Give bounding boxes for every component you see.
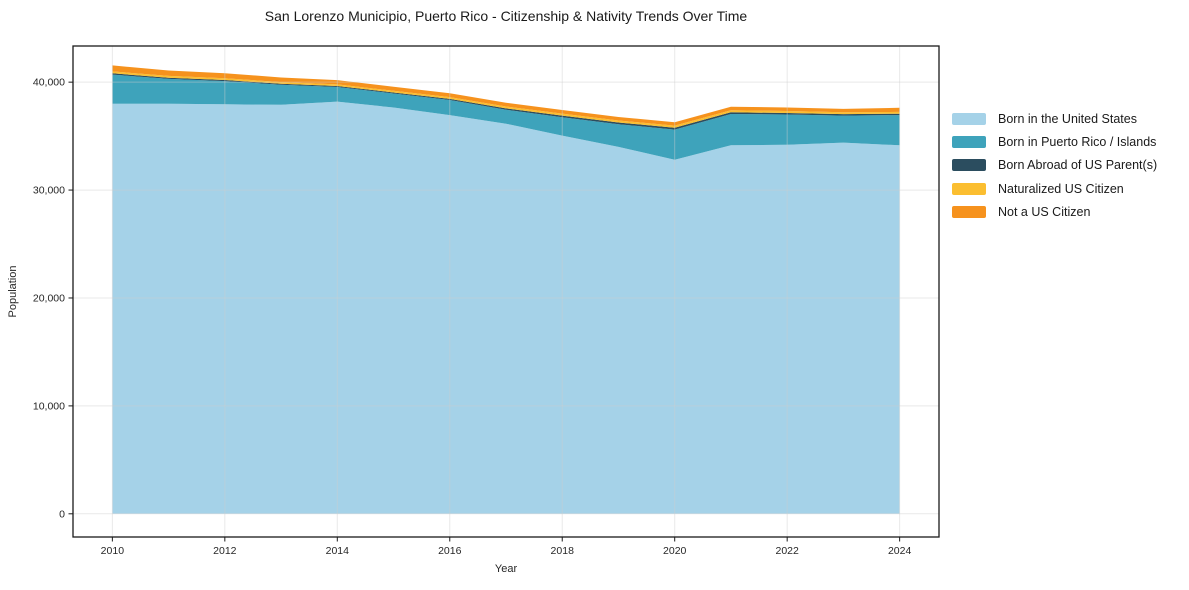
plot-border	[72, 45, 940, 538]
x-tick-label: 2022	[775, 545, 799, 557]
x-tick-label: 2014	[326, 545, 350, 557]
x-tick-label: 2016	[438, 545, 462, 557]
legend-label: Naturalized US Citizen	[998, 181, 1124, 196]
chart-title: San Lorenzo Municipio, Puerto Rico - Cit…	[264, 8, 748, 24]
legend-item-4: Not a US Citizen	[952, 201, 1157, 224]
y-tick-label: 40,000	[33, 77, 65, 89]
x-tick-label: 2020	[663, 545, 687, 557]
legend: Born in the United States Born in Puerto …	[952, 107, 1157, 224]
legend-swatch-icon	[952, 112, 986, 125]
area-band-4	[112, 65, 900, 126]
legend-label: Born in Puerto Rico / Islands	[998, 135, 1157, 150]
x-tick-label: 2018	[551, 545, 575, 557]
legend-item-2: Born Abroad of US Parent(s)	[952, 154, 1157, 177]
y-tick-label: 30,000	[33, 185, 65, 197]
x-axis-label: Year	[495, 563, 518, 575]
x-tick-label: 2012	[213, 545, 237, 557]
x-tick-label: 2024	[888, 545, 912, 557]
legend-label: Born in the United States	[998, 111, 1137, 126]
legend-swatch-icon	[952, 159, 986, 172]
y-tick-label: 0	[59, 508, 65, 520]
area-band-0	[112, 101, 900, 514]
x-tick-label: 2010	[101, 545, 125, 557]
legend-label: Not a US Citizen	[998, 205, 1091, 220]
legend-item-1: Born in Puerto Rico / Islands	[952, 130, 1157, 153]
area-band-2	[112, 73, 900, 130]
legend-swatch-icon	[952, 182, 986, 195]
legend-label: Born Abroad of US Parent(s)	[998, 158, 1158, 173]
legend-item-3: Naturalized US Citizen	[952, 177, 1157, 200]
y-tick-label: 10,000	[33, 400, 65, 412]
legend-item-0: Born in the United States	[952, 107, 1157, 130]
y-tick-label: 20,000	[33, 292, 65, 304]
area-band-1	[112, 74, 900, 160]
area-band-3	[112, 71, 900, 128]
legend-swatch-icon	[952, 206, 986, 219]
legend-swatch-icon	[952, 136, 986, 149]
y-axis-label: Population	[7, 266, 19, 318]
